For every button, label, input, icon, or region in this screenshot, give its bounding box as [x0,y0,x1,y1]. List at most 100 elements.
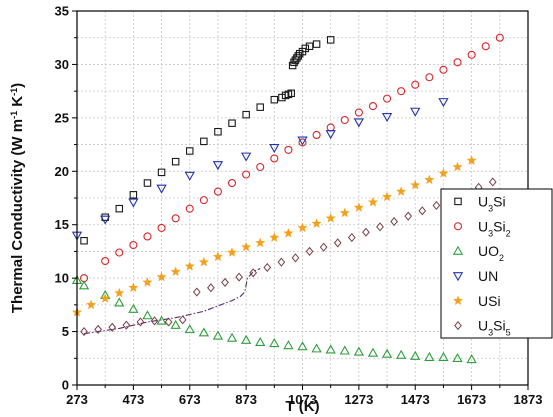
legend-label-part: Si [493,318,505,334]
data-point [242,170,251,179]
data-point [397,87,406,96]
data-point [311,218,322,228]
data-point [339,207,350,218]
legend-marker [452,245,464,255]
data-point [297,222,308,233]
y-tick-label: 35 [55,4,69,19]
data-point [305,246,314,257]
legend-label-part: USi [478,293,501,309]
data-point [100,215,111,225]
data-point [452,161,463,172]
data-point [283,227,294,238]
data-point [256,162,265,172]
data-point [283,340,294,350]
legend-marker [452,272,464,282]
data-point [438,351,449,361]
data-point [212,251,224,262]
dash-dot-line [83,267,261,335]
data-point [255,237,266,248]
legend-label-part: 3 [488,228,493,238]
data-point [367,196,379,207]
data-point [404,211,413,221]
data-point [249,268,258,278]
data-point [170,319,181,329]
legend-label-part: 2 [506,228,511,238]
data-point [142,310,153,320]
legend-marker [453,222,463,231]
y-axis-title-part: K [9,96,26,111]
x-tick-label: 1473 [401,392,430,407]
x-tick-label: 1873 [514,392,543,407]
data-point [410,107,421,117]
data-point [269,144,280,154]
y-axis-title-superscript: -1 [9,111,19,119]
legend-box [440,188,553,339]
data-point [438,98,449,108]
data-point [212,330,224,340]
data-point [340,115,349,125]
y-tick-label: 0 [62,378,69,393]
data-point [424,174,435,185]
legend-label: U3Si2 [478,218,511,238]
data-point [270,154,279,163]
data-point [184,171,195,181]
data-point [226,247,238,257]
y-tick-label: 25 [55,110,69,125]
axes: 273 473 673 873 1073 1273 1473 1673 1873 0 5 10 15 20… [55,4,543,408]
data-point [466,354,477,364]
data-point [198,256,209,267]
data-point [221,277,229,287]
data-point [114,297,125,307]
data-point [200,137,208,146]
data-point [311,343,322,353]
data-point [368,102,378,111]
data-point [157,223,166,232]
data-point [396,186,407,196]
data-point [101,256,110,266]
data-point [287,89,295,98]
data-point [411,80,420,89]
series-UO2 [71,274,477,364]
data-point [312,130,321,140]
data-point [164,317,173,327]
data-point [396,349,407,359]
data-point [439,65,448,74]
data-point [381,348,393,358]
data-point [227,178,237,188]
series-U3Si2 [79,33,504,283]
data-point [114,287,125,298]
data-point [128,282,139,293]
data-point [156,184,167,194]
data-point [277,257,286,267]
data-point [212,161,224,171]
legend-label-part: 5 [506,328,511,338]
y-tick-label: 20 [55,164,69,179]
data-point [129,240,138,250]
x-tick-label: 873 [235,392,257,407]
data-point [383,94,392,103]
data-point [376,222,384,232]
data-point [136,317,145,327]
data-point [129,191,138,199]
data-point [228,119,236,127]
data-point [367,347,379,357]
legend-label-part: U [478,318,488,334]
y-axis-title: Thermal Conductivity (W m-1 K-1) [9,83,26,313]
data-point [453,58,462,67]
data-point [269,232,280,242]
data-point [115,248,124,257]
data-point [312,40,321,48]
data-point [80,326,88,337]
data-point [192,287,201,297]
data-point [381,113,393,123]
data-point [353,118,365,128]
data-point [432,200,441,211]
data-point [333,238,342,248]
legend-label-part: 3 [488,328,493,338]
data-point [256,103,264,111]
data-point [263,262,272,273]
series-U3Si5 [80,177,497,337]
data-point [294,52,303,60]
y-axis-title-part: Thermal Conductivity (W m [9,119,26,313]
